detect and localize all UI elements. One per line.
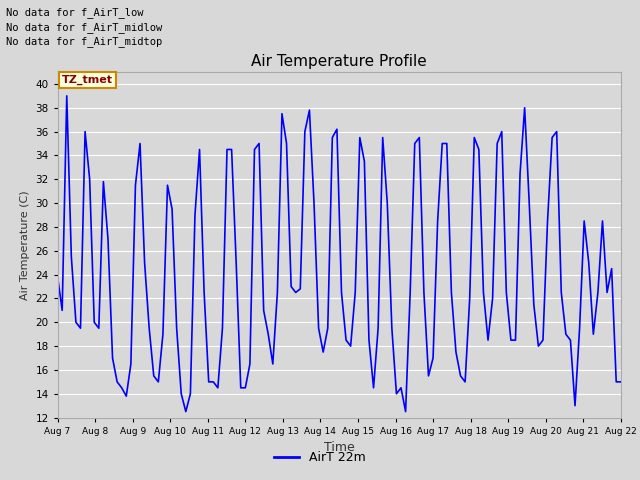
X-axis label: Time: Time — [324, 441, 355, 454]
Y-axis label: Air Temperature (C): Air Temperature (C) — [20, 190, 30, 300]
Text: No data for f_AirT_midlow: No data for f_AirT_midlow — [6, 22, 163, 33]
Text: No data for f_AirT_low: No data for f_AirT_low — [6, 7, 144, 18]
Title: Air Temperature Profile: Air Temperature Profile — [252, 54, 427, 70]
Text: TZ_tmet: TZ_tmet — [62, 75, 113, 85]
Text: No data for f_AirT_midtop: No data for f_AirT_midtop — [6, 36, 163, 47]
Legend: AirT 22m: AirT 22m — [269, 446, 371, 469]
